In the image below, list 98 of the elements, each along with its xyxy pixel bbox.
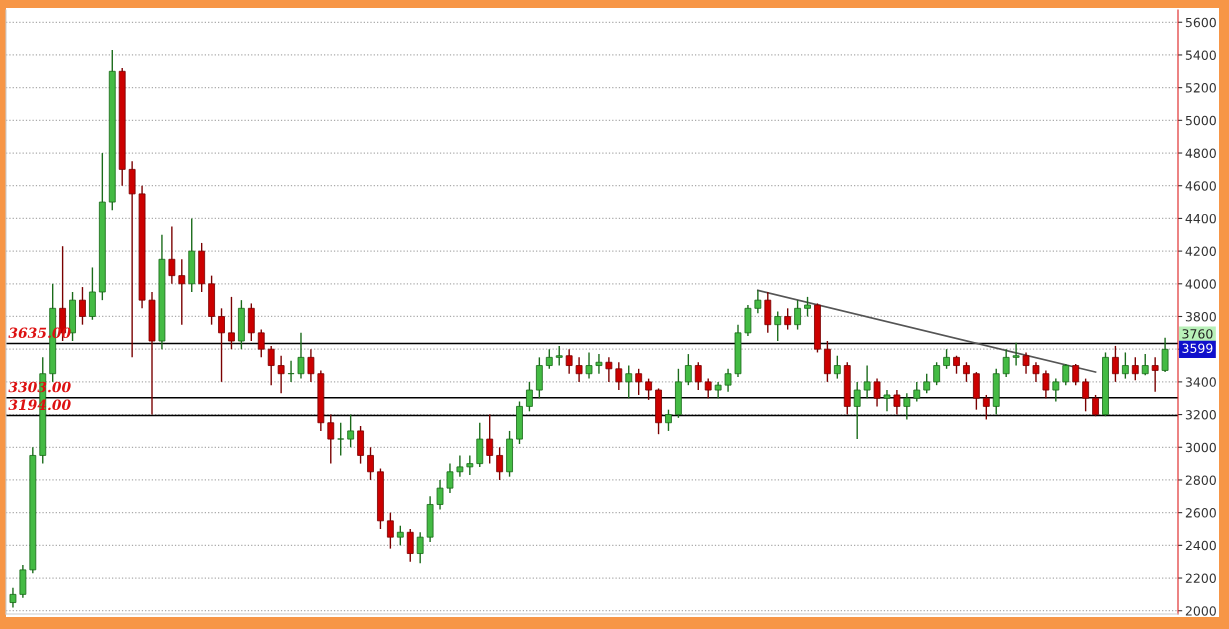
candlestick xyxy=(665,408,672,432)
candlestick xyxy=(645,377,653,401)
candlestick xyxy=(923,373,931,395)
candlestick xyxy=(446,462,454,494)
candlestick xyxy=(635,368,643,396)
candlestick xyxy=(694,361,702,391)
y-tick-label: 4400 xyxy=(1185,213,1216,224)
candlestick xyxy=(257,328,265,359)
candlestick xyxy=(883,389,891,412)
candlestick xyxy=(168,225,176,285)
y-tick-label: 3800 xyxy=(1185,311,1216,322)
candlestick xyxy=(903,392,911,421)
candlestick xyxy=(794,299,801,331)
candlestick xyxy=(625,364,633,399)
candlestick xyxy=(963,361,970,383)
candlestick xyxy=(218,307,225,383)
candlestick xyxy=(277,355,285,395)
y-tick-label: 3400 xyxy=(1185,377,1216,387)
annotation: 3599 xyxy=(1182,343,1213,353)
candlestick xyxy=(774,310,782,342)
candlestick xyxy=(347,413,355,448)
candlestick xyxy=(128,160,136,359)
y-tick-label: 3200 xyxy=(1185,410,1216,420)
candlestick xyxy=(1072,363,1080,386)
candlestick xyxy=(526,381,533,412)
candlestick xyxy=(933,361,941,386)
y-tick-label: 2400 xyxy=(1185,540,1216,551)
candlestick xyxy=(982,394,990,421)
candlestick xyxy=(297,332,305,380)
candlestick xyxy=(1002,348,1010,378)
candlestick xyxy=(1022,351,1030,375)
y-tick-label: 2600 xyxy=(1185,508,1216,518)
y-tick-label: 2800 xyxy=(1185,475,1216,485)
candlestick xyxy=(416,531,424,565)
candlestick xyxy=(287,359,295,383)
y-tick-label: 4600 xyxy=(1185,181,1216,191)
candlestick xyxy=(1012,341,1020,367)
candlestick xyxy=(1141,353,1149,377)
candlestick xyxy=(684,353,692,386)
candlestick xyxy=(585,351,593,380)
candlestick xyxy=(863,364,871,399)
candlestick xyxy=(873,377,881,408)
candlestick xyxy=(267,345,275,386)
candlestick xyxy=(9,587,17,609)
candlestick xyxy=(545,348,553,370)
candlestick xyxy=(833,355,841,380)
candlestick xyxy=(1062,363,1070,386)
candlestick xyxy=(1131,356,1139,381)
candlestick xyxy=(704,377,712,399)
candlestick xyxy=(1042,369,1050,399)
y-tick-label: 4200 xyxy=(1185,246,1216,257)
y-tick-label: 5400 xyxy=(1185,50,1216,60)
candlestick xyxy=(754,289,762,314)
candlestick xyxy=(496,446,504,481)
y-tick-label: 5000 xyxy=(1185,115,1216,126)
candlestick xyxy=(595,353,603,375)
candlestick xyxy=(367,446,374,481)
candlestick xyxy=(615,361,623,391)
candlestick xyxy=(486,413,494,465)
candlestick xyxy=(436,479,444,511)
candlestick xyxy=(804,296,811,318)
candlestick xyxy=(1151,356,1159,393)
y-tick-label: 5600 xyxy=(1185,17,1216,28)
candlestick xyxy=(913,381,921,403)
candlestick xyxy=(228,296,235,350)
candlestick xyxy=(784,307,792,331)
candlestick xyxy=(337,422,345,457)
candlestick xyxy=(1082,377,1090,412)
candlestick xyxy=(406,528,414,563)
y-tick-label: 2000 xyxy=(1185,606,1216,616)
candlestick xyxy=(1092,394,1099,417)
y-tick-label: 3000 xyxy=(1185,442,1216,453)
candlestick xyxy=(386,511,394,550)
candlestick xyxy=(943,348,950,370)
candlestick xyxy=(605,356,613,383)
candlestick xyxy=(1161,337,1169,373)
y-tick-label: 4800 xyxy=(1185,148,1216,158)
candlestick xyxy=(575,356,583,383)
candlestick xyxy=(79,286,86,326)
candlestick xyxy=(853,381,861,440)
candlestick xyxy=(1032,361,1040,383)
text: 3760 xyxy=(1182,329,1213,339)
candlestick xyxy=(565,348,573,375)
candlestick xyxy=(307,348,315,383)
candlestick xyxy=(1112,345,1119,383)
candlestick xyxy=(724,368,732,393)
candlestick xyxy=(327,413,335,465)
candlestick xyxy=(396,525,404,547)
candlestick xyxy=(1121,351,1129,380)
y-tick-label: 5200 xyxy=(1185,83,1216,93)
candlestick xyxy=(178,258,186,326)
candlestick xyxy=(893,389,901,416)
candlestick xyxy=(555,345,563,367)
candlestick xyxy=(1052,377,1060,403)
candlestick xyxy=(466,454,474,476)
y-tick-label: 2200 xyxy=(1185,573,1216,583)
candlestick xyxy=(456,454,464,478)
y-tick-label: 4000 xyxy=(1185,279,1216,289)
